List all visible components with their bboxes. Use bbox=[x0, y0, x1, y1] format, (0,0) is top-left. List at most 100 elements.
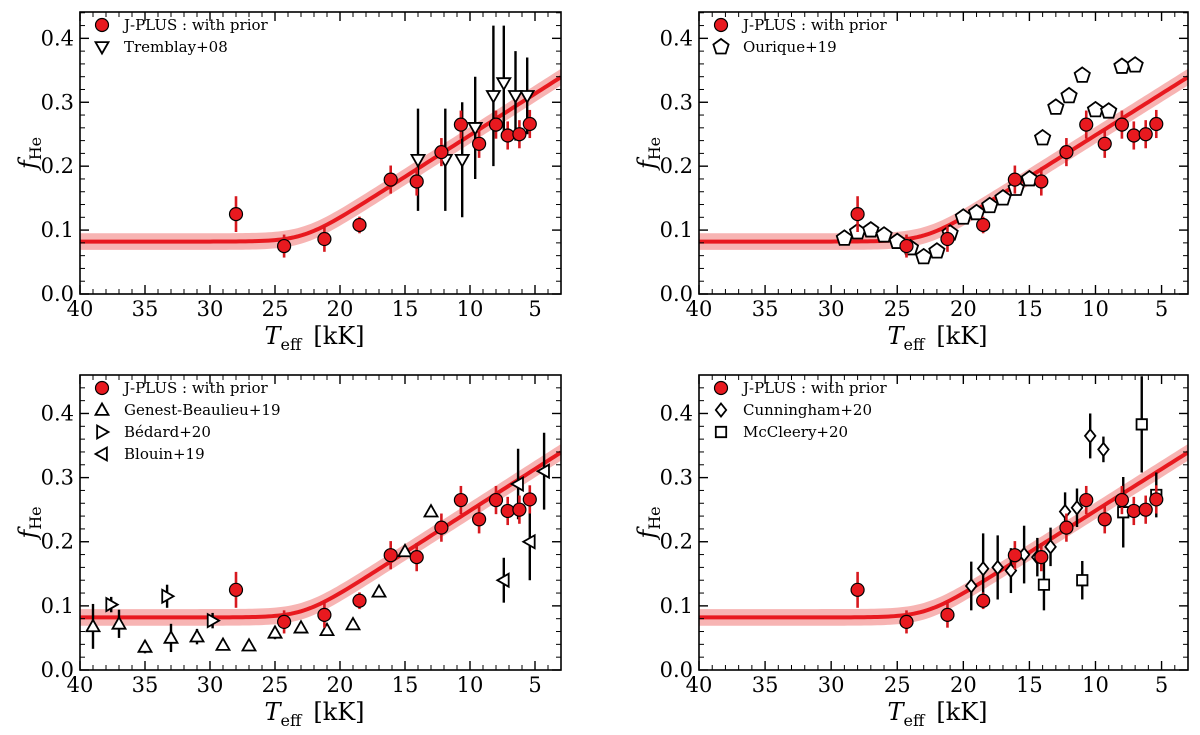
series-jplus-with-prior bbox=[228, 109, 537, 258]
data-point bbox=[964, 578, 978, 594]
data-point bbox=[991, 559, 1005, 576]
prior-data-point bbox=[976, 593, 991, 608]
prior-data-point bbox=[500, 128, 515, 143]
legend: J-PLUS : with prior Tremblay+08 bbox=[93, 16, 269, 56]
y-tick-label: 0.0 bbox=[660, 658, 693, 682]
prior-data-point bbox=[1034, 174, 1049, 189]
legend: J-PLUS : with prior Cunningham+20 McCleery… bbox=[713, 379, 888, 441]
model-fit-curve bbox=[699, 450, 1188, 620]
prior-data-point bbox=[383, 172, 398, 187]
prior-data-point bbox=[1097, 136, 1112, 151]
data-point bbox=[976, 560, 990, 577]
prior-data-point bbox=[1149, 492, 1164, 507]
data-point bbox=[495, 572, 510, 589]
y-tick-label: 0.1 bbox=[41, 594, 74, 618]
prior-data-point bbox=[512, 127, 527, 142]
series-b-dard-20 bbox=[105, 584, 221, 629]
prior-data-point bbox=[940, 231, 955, 247]
legend-marker bbox=[714, 425, 728, 439]
data-point bbox=[84, 618, 102, 633]
x-tick-label: 40 bbox=[686, 673, 713, 697]
series-jplus-with-prior bbox=[850, 485, 1164, 634]
y-tick-label: 0.2 bbox=[41, 530, 74, 554]
x-tick-label: 15 bbox=[392, 297, 419, 321]
legend-marker bbox=[96, 423, 111, 441]
model-fit-curve bbox=[80, 450, 561, 620]
x-tick-label: 35 bbox=[132, 673, 159, 697]
data-point bbox=[1047, 98, 1065, 115]
prior-data-point bbox=[1059, 520, 1074, 535]
x-axis-label: Teff [kK] bbox=[264, 322, 364, 354]
x-tick-label: 5 bbox=[528, 673, 541, 697]
series-jplus-with-prior bbox=[228, 485, 537, 634]
legend-marker bbox=[93, 445, 108, 463]
data-point bbox=[292, 619, 310, 634]
prior-data-point bbox=[277, 614, 292, 630]
y-tick-label: 0.3 bbox=[41, 466, 74, 490]
legend-label: Bédard+20 bbox=[124, 423, 211, 441]
prior-data-point bbox=[1007, 548, 1022, 563]
prior-data-point bbox=[500, 503, 515, 519]
x-tick-label: 30 bbox=[197, 673, 224, 697]
y-tick-label: 0.4 bbox=[41, 26, 74, 50]
panel-top-left: 40 35 30 25 20 15 10 5 0.0 0.1 0.2 0.3 0.4 Teff [kK] fH… bbox=[14, 11, 562, 354]
data-point bbox=[1100, 102, 1118, 119]
y-tick-label: 0.1 bbox=[660, 218, 693, 242]
prior-data-point bbox=[228, 207, 244, 222]
y-tick-label: 0.1 bbox=[41, 218, 74, 242]
prior-data-point bbox=[1097, 512, 1112, 527]
prior-data-point bbox=[522, 492, 537, 507]
data-point bbox=[318, 621, 336, 637]
data-point bbox=[1073, 66, 1091, 83]
legend-marker-prior bbox=[94, 17, 110, 33]
prior-data-point bbox=[472, 136, 487, 151]
model-fit-curve bbox=[699, 75, 1188, 244]
data-point bbox=[1058, 503, 1072, 520]
series-cunningham-20 bbox=[964, 413, 1110, 611]
series-ourique-19 bbox=[835, 56, 1144, 265]
prior-data-point bbox=[976, 217, 991, 233]
prior-data-point bbox=[1114, 492, 1130, 508]
legend-marker-prior bbox=[94, 380, 110, 396]
data-point bbox=[521, 533, 536, 550]
prior-data-point bbox=[899, 238, 914, 254]
legend-label: Ourique+19 bbox=[743, 38, 837, 56]
legend-marker-prior bbox=[713, 380, 729, 396]
data-point bbox=[1060, 86, 1078, 104]
data-point bbox=[1020, 169, 1039, 187]
data-point bbox=[396, 543, 414, 558]
data-point bbox=[1135, 418, 1148, 431]
x-tick-label: 25 bbox=[884, 673, 911, 697]
x-tick-label: 30 bbox=[818, 673, 845, 697]
x-tick-label: 15 bbox=[392, 673, 419, 697]
legend: J-PLUS : with prior Ourique+19 bbox=[712, 16, 888, 56]
y-axis-label: fHe bbox=[14, 506, 45, 540]
data-point bbox=[928, 242, 946, 259]
x-tick-label: 20 bbox=[950, 297, 977, 321]
data-point bbox=[1070, 499, 1084, 516]
x-tick-label: 15 bbox=[1016, 297, 1043, 321]
prior-data-point bbox=[899, 614, 914, 630]
x-tick-label: 40 bbox=[686, 297, 713, 321]
prior-data-point bbox=[1059, 145, 1074, 160]
data-point bbox=[1037, 578, 1051, 591]
x-tick-label: 5 bbox=[1155, 297, 1168, 321]
x-tick-label: 35 bbox=[752, 673, 779, 697]
x-tick-label: 30 bbox=[818, 297, 845, 321]
y-tick-label: 0.4 bbox=[660, 401, 693, 425]
x-axis-label: Teff [kK] bbox=[887, 322, 987, 354]
legend-label: Cunningham+20 bbox=[743, 401, 872, 419]
panel-bottom-left: 40 35 30 25 20 15 10 5 0.0 0.1 0.2 0.3 0.4 Teff [kK] fH… bbox=[14, 374, 562, 730]
data-point bbox=[507, 90, 524, 105]
prior-data-point bbox=[228, 582, 244, 597]
prior-data-point bbox=[434, 520, 449, 535]
legend-label: McCleery+20 bbox=[743, 423, 848, 441]
prior-data-point bbox=[317, 231, 332, 247]
data-point bbox=[1076, 574, 1089, 587]
x-tick-label: 10 bbox=[1082, 673, 1109, 697]
prior-data-point bbox=[850, 582, 865, 597]
model-uncertainty-band bbox=[699, 444, 1188, 626]
data-point bbox=[967, 203, 986, 221]
data-point bbox=[875, 226, 893, 243]
data-point bbox=[110, 615, 128, 630]
